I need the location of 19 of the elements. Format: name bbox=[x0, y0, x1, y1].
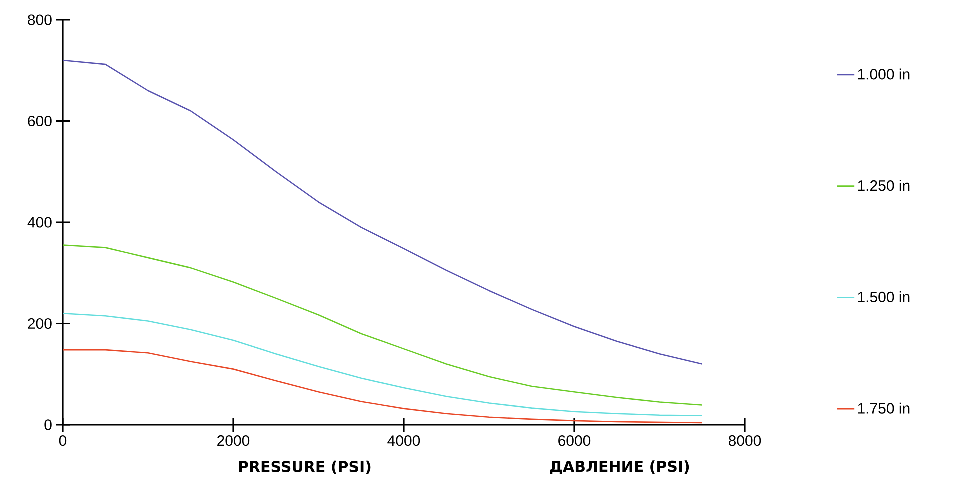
y-tick-label: 600 bbox=[28, 116, 52, 127]
x-axis-title: PRESSURE (PSI) bbox=[239, 460, 371, 474]
x-tick-label: 4000 bbox=[388, 436, 420, 446]
x-tick-label: 0 bbox=[59, 436, 67, 446]
line-series bbox=[62, 60, 704, 365]
legend-label: 1.250 in bbox=[858, 180, 910, 192]
legend-label: 1.000 in bbox=[858, 68, 910, 80]
line-series bbox=[62, 244, 704, 406]
x-tick-label: 2000 bbox=[218, 436, 250, 446]
y-tick-label: 0 bbox=[44, 420, 52, 430]
legend-label: 1.500 in bbox=[858, 291, 910, 303]
legend-label: 1.750 in bbox=[858, 402, 910, 414]
y-tick-label: 800 bbox=[28, 14, 52, 26]
x-tick-label: 6000 bbox=[558, 436, 591, 446]
y-tick-label: 200 bbox=[28, 318, 52, 330]
x-tick-label: 8000 bbox=[728, 436, 762, 446]
line-series bbox=[62, 312, 704, 417]
text: ДАВЛЕНИЕ (PSI) bbox=[550, 460, 690, 474]
y-tick-label: 400 bbox=[28, 217, 52, 228]
